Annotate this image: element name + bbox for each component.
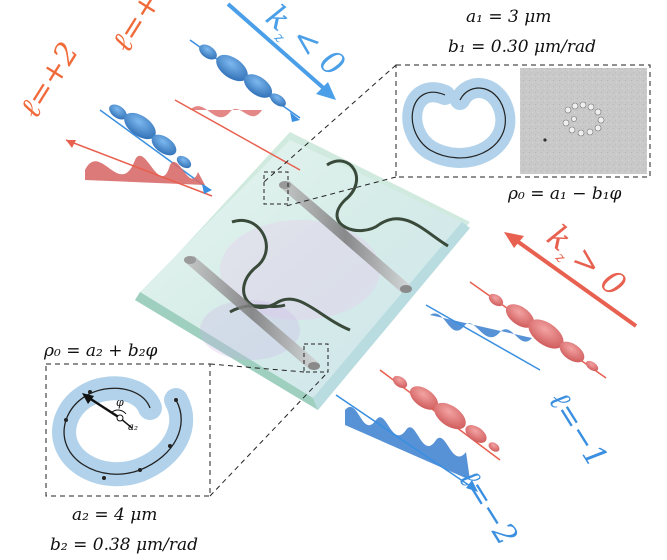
label-k-positive: kz> 0 bbox=[537, 217, 633, 307]
bottom-inset-frame bbox=[45, 363, 211, 497]
phi-label: φ bbox=[116, 396, 124, 409]
arrow-k-positive-head bbox=[504, 232, 524, 248]
top-inset-frame bbox=[395, 64, 651, 178]
bottom-connector-1 bbox=[209, 363, 305, 373]
waveguide-curves bbox=[229, 159, 449, 332]
top-a-equation: a₁ = 3 μm bbox=[466, 7, 551, 27]
arrow-k-positive-shaft bbox=[508, 234, 638, 328]
sem-image bbox=[520, 68, 647, 174]
top-connector-2 bbox=[285, 176, 397, 207]
bottom-rho-equation: ρ₀ = a₂ + b₂φ bbox=[43, 341, 158, 361]
beam-l-minus1 bbox=[425, 281, 607, 379]
bottom-connector-2 bbox=[209, 371, 329, 497]
bottom-b-equation: b₂ = 0.38 μm/rad bbox=[50, 535, 198, 555]
beam-l-plus1 bbox=[174, 39, 301, 171]
bottom-a-equation: a₂ = 4 μm bbox=[72, 505, 157, 525]
top-connector-1 bbox=[263, 64, 397, 183]
a-label: a₂ bbox=[128, 422, 138, 433]
beam-l-plus2 bbox=[65, 104, 213, 197]
label-l-plus2: ℓ=+2 bbox=[13, 36, 86, 124]
top-rho-equation: ρ₀ = a₁ − b₁φ bbox=[507, 184, 622, 204]
label-l-minus1: ℓ=−1 bbox=[541, 386, 614, 474]
glass-rods bbox=[184, 181, 412, 370]
beam-l-minus2 bbox=[335, 369, 501, 492]
bottom-zoom-box bbox=[303, 343, 329, 373]
chip bbox=[135, 132, 470, 410]
bottom-spiral bbox=[52, 376, 194, 487]
top-spiral bbox=[402, 78, 516, 168]
label-l-minus2: ℓ=−2 bbox=[451, 464, 524, 552]
label-l-plus1: ℓ=+1 bbox=[105, 0, 178, 58]
top-b-equation: b₁ = 0.30 μm/rad bbox=[448, 37, 596, 57]
arrow-k-negative bbox=[226, 2, 336, 100]
